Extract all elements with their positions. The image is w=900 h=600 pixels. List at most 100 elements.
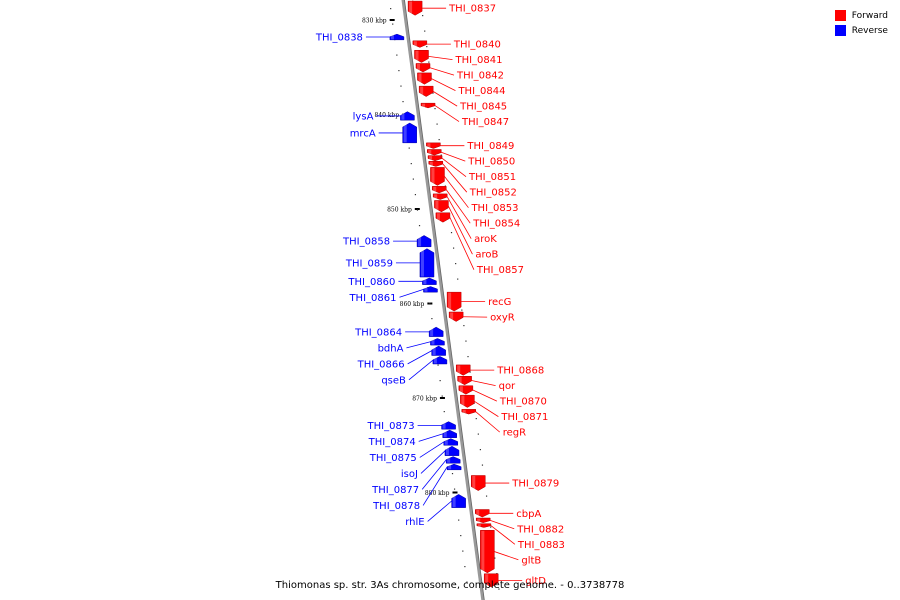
gene-shine: [435, 200, 439, 212]
gene-mrcA: [402, 122, 417, 144]
gene-label: THI_0840: [453, 40, 501, 51]
gene-THI_0873: [441, 421, 456, 430]
gene-shine: [417, 63, 421, 72]
gene-THI_0837: [407, 0, 423, 16]
gene-THI_0882: [475, 517, 491, 524]
label-leader: [446, 196, 472, 239]
backbone-dot: [485, 495, 488, 497]
gene-label: THI_0854: [472, 219, 520, 230]
gene-shine: [436, 213, 440, 222]
gene-arrow: [431, 186, 447, 194]
gene-isoJ: [444, 445, 460, 456]
gene-THI_0850: [427, 149, 442, 156]
gene-oxyR: [448, 311, 464, 322]
gene-shine: [422, 103, 426, 108]
forward-swatch: [834, 10, 846, 21]
scale-label: 840 kbp: [375, 112, 400, 119]
backbone-dot: [465, 340, 467, 342]
gene-arrow: [412, 40, 428, 48]
genome-axis: [401, 0, 485, 600]
scale-tick: [389, 19, 395, 21]
gene-label: bdhA: [378, 343, 404, 354]
gene-label: THI_0845: [459, 102, 507, 113]
scale-label: 860 kbp: [400, 301, 425, 308]
gene-shine: [450, 312, 454, 321]
gene-gltD: [483, 573, 499, 588]
gene-shine: [442, 422, 446, 429]
gene-THI_0883: [476, 523, 492, 528]
label-leader: [448, 205, 473, 255]
gene-aroB: [434, 200, 449, 213]
gene-THI_0858: [416, 235, 432, 248]
gene-THI_0852: [428, 161, 444, 167]
gene-THI_0864: [428, 326, 444, 337]
backbone-dot: [436, 123, 438, 125]
gene-label: THI_0857: [476, 265, 524, 276]
gene-arrow: [475, 509, 490, 518]
gene-arrow: [430, 167, 445, 186]
gene-label: THI_0852: [469, 188, 517, 199]
backbone-dot: [466, 581, 468, 583]
backbone-dot: [463, 325, 465, 327]
gene-label: THI_0860: [347, 277, 395, 288]
gene-label: regR: [503, 428, 526, 439]
gene-arrow: [432, 356, 448, 365]
gene-THI_0838: [389, 33, 405, 41]
gene-rhlE: [451, 494, 466, 508]
gene-label: THI_0858: [342, 237, 390, 248]
gene-features: [389, 0, 499, 588]
gene-arrow: [427, 155, 443, 162]
gene-THI_0853: [430, 167, 445, 186]
backbone-line: [401, 0, 485, 600]
backbone-dot: [479, 449, 481, 451]
label-leader: [441, 151, 466, 162]
gene-shine: [477, 524, 481, 527]
backbone-dot: [408, 147, 410, 149]
gene-arrow: [422, 277, 437, 285]
gene-label: gltB: [521, 555, 541, 566]
gene-arrow: [426, 142, 441, 149]
gene-arrow: [407, 0, 423, 16]
gene-shine: [448, 292, 452, 311]
gene-arrow: [448, 311, 464, 322]
label-leader: [474, 400, 499, 417]
gene-arrow: [423, 286, 438, 293]
legend-forward: Forward: [834, 8, 888, 23]
label-leader: [418, 433, 443, 442]
gene-arrow: [389, 33, 405, 41]
label-leader: [422, 466, 448, 506]
gene-label: THI_0871: [500, 412, 548, 423]
backbone-dot: [431, 318, 433, 320]
gene-THI_0844: [417, 72, 432, 85]
gene-shine: [458, 376, 462, 385]
gene-cbpA: [475, 509, 490, 518]
backbone-dot: [475, 418, 477, 420]
label-leader: [421, 459, 447, 490]
gene-shine: [428, 149, 432, 155]
gene-THI_0868: [455, 364, 471, 376]
genome-caption: Thiomonas sp. str. 3As chromosome, compl…: [275, 580, 625, 591]
backbone-dot: [453, 488, 456, 490]
gene-shine: [432, 346, 436, 355]
scale-label: 880 kbp: [425, 490, 450, 497]
gene-arrow: [460, 394, 475, 408]
gene-label: lysA: [353, 111, 374, 122]
backbone-dot: [455, 263, 457, 265]
gene-label: recG: [488, 297, 511, 308]
label-leader: [445, 189, 471, 224]
gene-shine: [424, 286, 428, 292]
gene-shine: [485, 574, 489, 587]
backbone-dot: [490, 526, 492, 528]
gene-regR: [461, 409, 477, 415]
gene-arrow: [445, 456, 461, 464]
gene-shine: [430, 327, 434, 337]
gene-label: aroK: [474, 234, 497, 245]
legend-reverse-label: Reverse: [851, 25, 888, 36]
label-leader: [399, 288, 424, 298]
gene-shine: [431, 167, 435, 185]
gene-shine: [433, 186, 437, 193]
gene-THI_0879: [470, 475, 486, 491]
gene-label: THI_0875: [369, 453, 417, 464]
legend: Forward Reverse: [834, 8, 888, 38]
backbone-dot: [400, 85, 402, 87]
